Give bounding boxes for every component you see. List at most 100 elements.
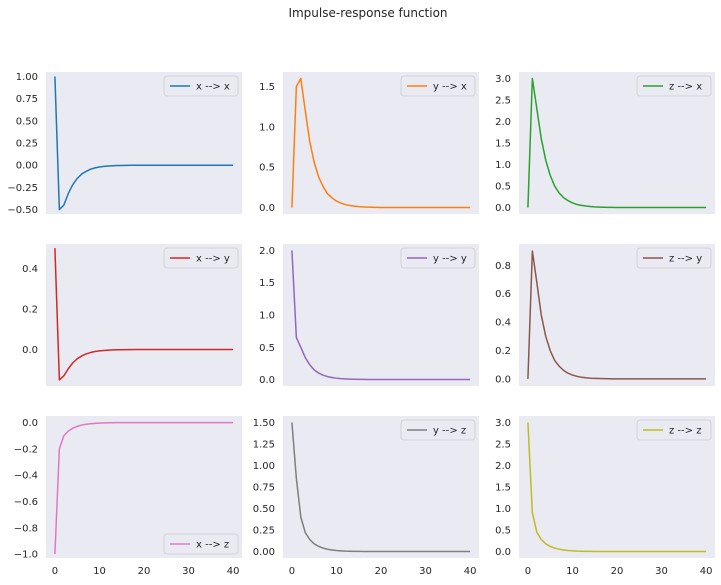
- y-tick-label: 0.5: [495, 526, 511, 537]
- x-tick-label: 0: [525, 566, 531, 577]
- legend-box: [636, 247, 712, 269]
- legend-box: [400, 419, 476, 441]
- y-tick-label: 1.0: [259, 122, 275, 133]
- y-tick-label: 1.5: [495, 483, 511, 494]
- legend: z --> z: [636, 419, 712, 441]
- y-tick-label: 0.50: [16, 116, 38, 127]
- y-tick-label: 0.0: [495, 203, 511, 214]
- legend: y --> y: [400, 247, 476, 269]
- legend: x --> x: [163, 75, 239, 97]
- y-tick-label: 1.50: [253, 418, 275, 429]
- subplot-x-x: −0.50 −0.25 0.00 0.25 0.50 0.75 1.00 x --> x: [7, 72, 242, 216]
- y-tick-label: 0.75: [253, 483, 275, 494]
- legend: x --> y: [163, 247, 239, 269]
- y-tick-label: −0.4: [14, 471, 38, 482]
- x-tick-label: 10: [93, 566, 106, 577]
- y-tick-label: −0.6: [14, 497, 38, 508]
- y-tick-label: 0.5: [259, 343, 275, 354]
- y-tick-label: 0.5: [259, 163, 275, 174]
- subplot-z-x: 0.0 0.5 1.0 1.5 2.0 2.5 3.0 z --> x: [495, 72, 715, 214]
- y-tick-label: 0.6: [495, 289, 511, 300]
- y-tick-label: −0.8: [14, 523, 38, 534]
- series-line-z-x: [527, 77, 707, 209]
- subplot-y-y: 0.0 0.5 1.0 1.5 2.0 y --> y: [259, 244, 479, 386]
- y-tick-label: 2.5: [495, 439, 511, 450]
- y-tick-label: 0.25: [16, 139, 38, 150]
- x-tick-label: 30: [182, 566, 195, 577]
- figure-title: Impulse-response function: [288, 6, 447, 20]
- subplot-x-z: −1.0 −0.8 −0.6 −0.4 −0.2 0.0 0 10 20 30 40 x --> z: [14, 416, 242, 577]
- legend-label: y --> z: [433, 426, 466, 437]
- y-tick-label: 1.5: [495, 139, 511, 150]
- legend: z --> x: [636, 75, 712, 97]
- y-tick-label: 1.0: [495, 504, 511, 515]
- legend-box: [163, 247, 239, 269]
- y-tick-label: 0.0: [259, 375, 275, 386]
- y-tick-label: 1.00: [16, 72, 38, 83]
- y-tick-label: 0.4: [495, 318, 511, 329]
- legend-label: z --> y: [669, 254, 702, 265]
- legend: z --> y: [636, 247, 712, 269]
- y-tick-label: 0.5: [495, 182, 511, 193]
- legend-label: z --> x: [669, 82, 702, 93]
- legend-box: [636, 75, 712, 97]
- y-tick-label: 3.0: [495, 418, 511, 429]
- series-line-x-y: [54, 248, 234, 381]
- y-tick-label: 2.0: [259, 246, 275, 257]
- legend-box: [400, 75, 476, 97]
- y-tick-label: 0.00: [253, 547, 275, 558]
- x-tick-label: 0: [289, 566, 295, 577]
- y-tick-label: 0.2: [22, 304, 38, 315]
- series-line-x-z: [54, 421, 234, 555]
- y-tick-label: 2.0: [495, 461, 511, 472]
- legend: x --> z: [163, 533, 239, 555]
- series-line-y-z: [291, 422, 471, 553]
- y-tick-label: −0.50: [7, 205, 38, 216]
- x-tick-label: 10: [566, 566, 579, 577]
- y-tick-label: 0.75: [16, 94, 38, 105]
- legend-box: [636, 419, 712, 441]
- subplot-z-z: 0.0 0.5 1.0 1.5 2.0 2.5 3.0 0 10 20 30 40 z --> z: [495, 416, 715, 577]
- y-tick-label: 1.5: [259, 82, 275, 93]
- y-tick-label: 1.5: [259, 278, 275, 289]
- x-tick-label: 30: [419, 566, 432, 577]
- y-tick-label: 2.0: [495, 117, 511, 128]
- y-tick-label: 0.25: [253, 526, 275, 537]
- y-tick-label: 2.5: [495, 95, 511, 106]
- legend-box: [400, 247, 476, 269]
- y-tick-label: 0.4: [22, 264, 38, 275]
- x-tick-label: 10: [330, 566, 343, 577]
- y-tick-label: 0.2: [495, 346, 511, 357]
- legend-label: y --> x: [433, 82, 467, 93]
- y-tick-label: −1.0: [14, 550, 38, 561]
- x-tick-label: 30: [655, 566, 668, 577]
- series-line-y-x: [291, 77, 471, 209]
- y-tick-label: 1.0: [259, 311, 275, 322]
- legend-box: [163, 533, 239, 555]
- legend: y --> x: [400, 75, 476, 97]
- x-tick-label: 20: [138, 566, 151, 577]
- y-tick-label: 1.0: [495, 160, 511, 171]
- y-tick-label: 3.0: [495, 74, 511, 85]
- series-line-x-x: [54, 76, 234, 211]
- y-tick-label: −0.2: [14, 444, 38, 455]
- legend: y --> z: [400, 419, 476, 441]
- y-tick-label: 1.25: [253, 439, 275, 450]
- subplot-z-y: 0.0 0.2 0.4 0.6 0.8 z --> y: [495, 244, 715, 386]
- y-tick-label: 0.0: [495, 374, 511, 385]
- y-tick-label: 0.0: [495, 547, 511, 558]
- x-tick-label: 40: [464, 566, 477, 577]
- y-tick-label: 0.0: [22, 345, 38, 356]
- legend-label: x --> x: [196, 82, 230, 93]
- x-tick-label: 40: [227, 566, 240, 577]
- y-tick-label: −0.25: [7, 183, 38, 194]
- legend-label: x --> y: [196, 254, 230, 265]
- y-tick-label: 1.00: [253, 461, 275, 472]
- subplot-y-x: 0.0 0.5 1.0 1.5 y --> x: [259, 72, 479, 214]
- legend-label: y --> y: [433, 254, 467, 265]
- subplot-x-y: 0.0 0.2 0.4 x --> y: [22, 244, 242, 386]
- subplot-y-z: 0.00 0.25 0.50 0.75 1.00 1.25 1.50 0 10 20 30 40 y -…: [253, 416, 479, 577]
- x-tick-label: 0: [52, 566, 58, 577]
- y-tick-label: 0.50: [253, 504, 275, 515]
